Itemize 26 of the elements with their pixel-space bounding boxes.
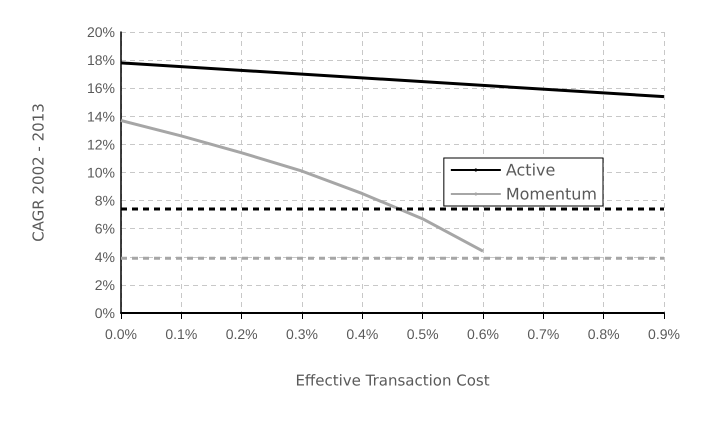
x-tick-label: 0.7% [527,326,560,342]
x-tick-label: 0.3% [286,326,318,342]
y-tick-label: 16% [86,80,115,96]
y-tick-label: 0% [94,305,115,321]
x-tick-label: 0.5% [406,326,439,342]
x-tick-label: 0.8% [588,326,620,342]
y-tick-label: 12% [86,136,115,152]
x-tick-label: 0.4% [346,326,378,342]
y-tick-label: 2% [94,276,115,293]
legend-label: Momentum [506,184,598,204]
y-tick-label: 4% [94,248,115,265]
y-tick-label: 20% [86,24,115,40]
y-tick-label: 18% [86,52,115,68]
x-tick-label: 0.9% [648,326,680,342]
y-tick-label: 10% [86,164,115,180]
x-tick-label: 0.2% [226,326,258,342]
x-tick-label: 0.1% [165,326,198,342]
y-tick-label: 6% [94,220,115,237]
y-tick-label: 14% [86,108,115,124]
y-tick-label: 8% [94,192,115,209]
legend-label: Active [506,160,556,180]
x-tick-label: 0.0% [105,326,137,342]
x-tick-label: 0.6% [467,326,499,342]
line-series [120,119,484,253]
y-axis-title: CAGR 2002 - 2013 [30,103,48,242]
x-axis-title: Effective Transaction Cost [295,372,490,390]
